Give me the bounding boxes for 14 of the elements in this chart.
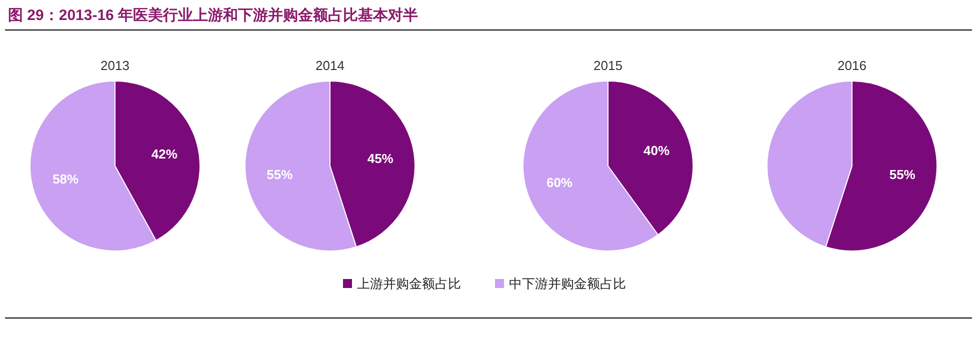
data-label: 58% bbox=[52, 172, 80, 187]
data-label: 55% bbox=[889, 166, 916, 182]
data-label: 60% bbox=[546, 174, 573, 190]
data-label: 45% bbox=[367, 151, 394, 166]
data-label: 55% bbox=[266, 166, 294, 182]
chart-title: 2014 bbox=[316, 58, 344, 73]
legend-label: 中下游并购金额占比 bbox=[509, 276, 626, 291]
chart-title: 2013 bbox=[100, 58, 130, 73]
chart-title: 2015 bbox=[594, 58, 622, 73]
data-label: 40% bbox=[643, 143, 670, 158]
legend-label: 上游并购金额占比 bbox=[357, 276, 461, 291]
chart-title: 2016 bbox=[838, 58, 866, 73]
caption: 图 29：2013-16 年医美行业上游和下游并购金额占比基本对半 bbox=[8, 6, 418, 24]
data-label: 42% bbox=[151, 146, 178, 162]
